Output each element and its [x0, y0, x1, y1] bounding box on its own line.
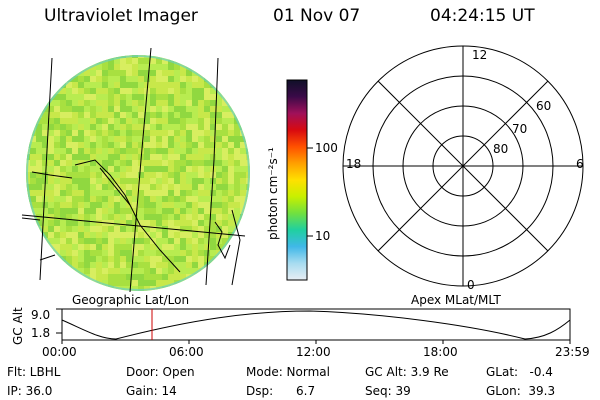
altitude-plot	[56, 308, 571, 344]
time-tick: 00:00	[42, 345, 77, 359]
app-title: Ultraviolet Imager	[44, 6, 198, 26]
polar-diagonal	[377, 80, 549, 252]
altitude-ytick: 1.8	[31, 326, 51, 340]
altitude-ytick: 9.0	[31, 308, 51, 322]
polar-plot	[342, 45, 584, 287]
seq-info: Seq: 39	[365, 384, 411, 398]
time-label: 04:24:15 UT	[430, 6, 535, 26]
mlt-label-0: 0	[467, 278, 475, 292]
mlt-label-12: 12	[472, 48, 487, 62]
mlat-label-60: 60	[536, 99, 551, 113]
filter-info: Flt: LBHL	[7, 365, 61, 379]
mode-info: Mode: Normal	[246, 365, 330, 379]
mlt-label-18: 18	[346, 157, 361, 171]
ip-info: IP: 36.0	[7, 384, 53, 398]
apex-caption: Apex MLat/MLT	[411, 293, 501, 307]
uv-image	[21, 47, 250, 293]
mlat-label-80: 80	[493, 142, 508, 156]
colorbar-tick-label: 100	[315, 141, 338, 155]
date-label: 01 Nov 07	[273, 6, 361, 26]
mlt-label-6: 6	[576, 157, 584, 171]
gain-info: Gain: 14	[126, 384, 177, 398]
time-tick: 06:00	[169, 345, 204, 359]
geo-caption: Geographic Lat/Lon	[72, 293, 190, 307]
colorbar-tick-label: 10	[315, 229, 330, 243]
altitude-frame	[61, 308, 571, 341]
colorbar-scale	[286, 79, 308, 281]
time-tick: 18:00	[423, 345, 458, 359]
door-info: Door: Open	[126, 365, 195, 379]
time-tick: 23:59	[555, 345, 590, 359]
glat-info: GLat: -0.4	[486, 365, 553, 379]
glon-info: GLon: 39.3	[486, 384, 556, 398]
colorbar: 100 10 photon cm⁻²s⁻¹	[266, 79, 338, 281]
uv-disk-rim	[26, 55, 250, 291]
altitude-ylabel: GC Alt	[11, 307, 25, 345]
mlat-label-70: 70	[512, 122, 527, 136]
time-tick: 12:00	[296, 345, 331, 359]
dsp-info: Dsp: 6.7	[246, 384, 316, 398]
geo-grid	[21, 47, 246, 293]
gcalt-info: GC Alt: 3.9 Re	[365, 365, 449, 379]
altitude-curve	[61, 310, 571, 340]
colorbar-label: photon cm⁻²s⁻¹	[266, 147, 280, 240]
